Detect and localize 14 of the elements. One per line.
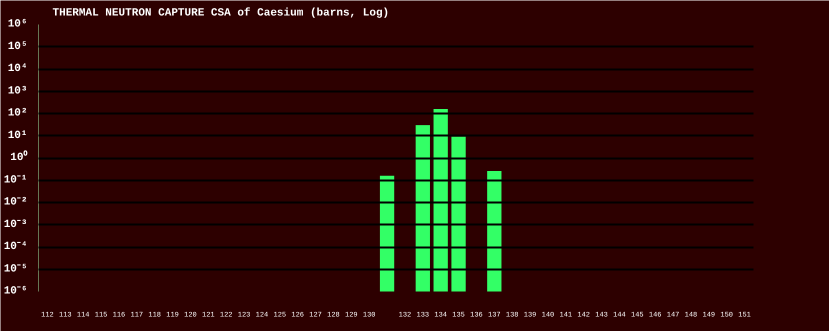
y-tick-label: 10⁻⁴ xyxy=(4,241,28,253)
y-tick-label: 10¹ xyxy=(8,130,28,142)
y-tick-label: 10⁻³ xyxy=(4,218,28,231)
y-tick-label: 10⁻⁵ xyxy=(4,263,28,276)
y-tick-label: 10⁻⁶ xyxy=(4,286,28,298)
y-tick-label: 10² xyxy=(8,108,28,120)
y-tick-label: 10⁵ xyxy=(8,40,28,53)
y-tick-label: 10⁶ xyxy=(8,18,28,30)
y-tick-label: 10⁴ xyxy=(8,63,28,75)
chart-title: THERMAL NEUTRON CAPTURE CSA of Caesium (barns, Log) xyxy=(52,6,390,20)
y-tick-label: 10³ xyxy=(8,85,28,98)
y-tick-label: 10⁻² xyxy=(4,196,28,208)
y-tick-label: 10⁰ xyxy=(10,150,28,164)
y-tick-label: 10⁻¹ xyxy=(4,174,28,186)
